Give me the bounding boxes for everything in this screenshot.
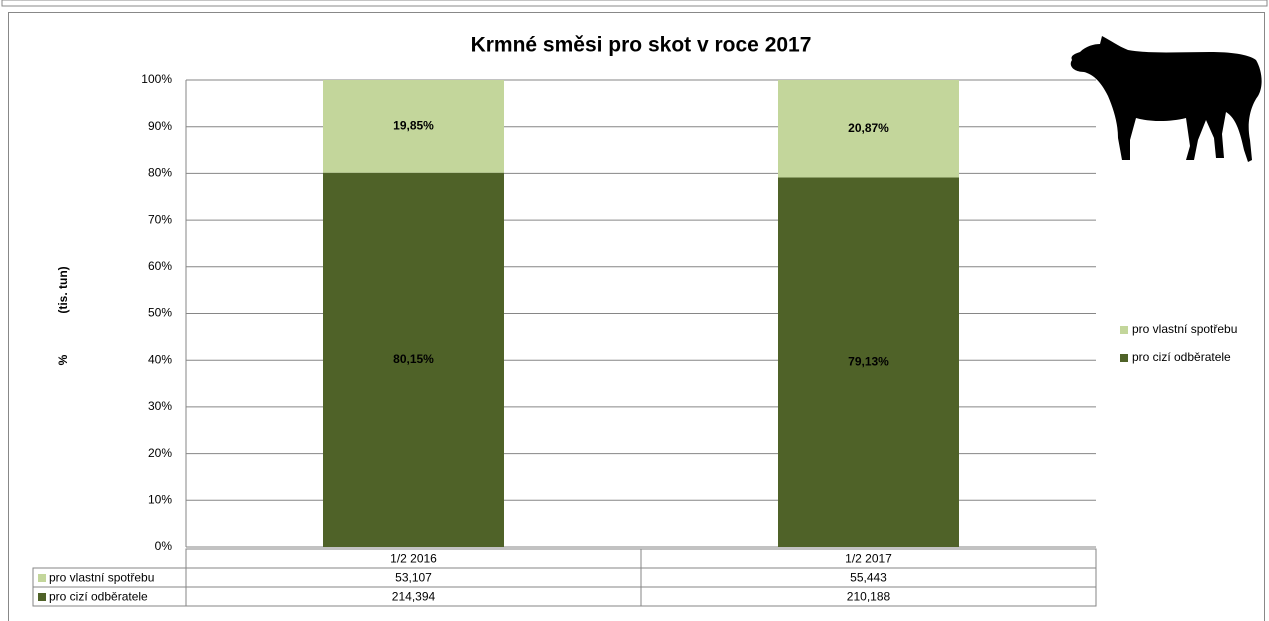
table-legend-key: [38, 574, 46, 582]
y-tick-label: 80%: [148, 166, 172, 180]
bar-segment: [323, 80, 504, 173]
x-tick-label: 1/2 2017: [845, 552, 892, 566]
y-tick-label: 20%: [148, 446, 172, 460]
table-row-label: pro cizí odběratele: [49, 590, 148, 604]
table-value: 210,188: [847, 590, 891, 604]
y-tick-label: 100%: [141, 72, 172, 86]
y-tick-label: 70%: [148, 212, 172, 226]
legend-key: [1120, 326, 1128, 334]
table-legend-key: [38, 593, 46, 601]
data-label: 80,15%: [393, 352, 434, 366]
top-strip: [1, 0, 1268, 7]
y-axis-label: (tis. tun): [56, 266, 70, 313]
y-tick-label: 60%: [148, 259, 172, 273]
legend-label: pro vlastní spotřebu: [1132, 322, 1237, 336]
y-axis-label: %: [56, 354, 70, 365]
y-tick-label: 30%: [148, 399, 172, 413]
cow-icon: [1070, 36, 1262, 162]
chart-title: Krmné směsi pro skot v roce 2017: [471, 34, 812, 57]
y-tick-label: 0%: [155, 539, 173, 553]
x-tick-label: 1/2 2016: [390, 552, 437, 566]
table-value: 214,394: [392, 590, 436, 604]
y-tick-label: 10%: [148, 492, 172, 506]
y-tick-label: 90%: [148, 119, 172, 133]
chart-frame: [8, 12, 1265, 621]
legend-key: [1120, 354, 1128, 362]
table-cell: [32, 586, 187, 607]
table-row-label: pro vlastní spotřebu: [49, 571, 154, 585]
data-label: 20,87%: [848, 121, 889, 135]
table-value: 53,107: [395, 571, 432, 585]
data-label: 19,85%: [393, 119, 434, 133]
bar-segment: [778, 80, 959, 178]
bar-segment: [323, 172, 504, 547]
y-tick-label: 40%: [148, 352, 172, 366]
data-label: 79,13%: [848, 354, 889, 368]
table-value: 55,443: [850, 571, 887, 585]
bar-segment: [778, 177, 959, 548]
legend-label: pro cizí odběratele: [1132, 350, 1231, 364]
y-tick-label: 50%: [148, 306, 172, 320]
